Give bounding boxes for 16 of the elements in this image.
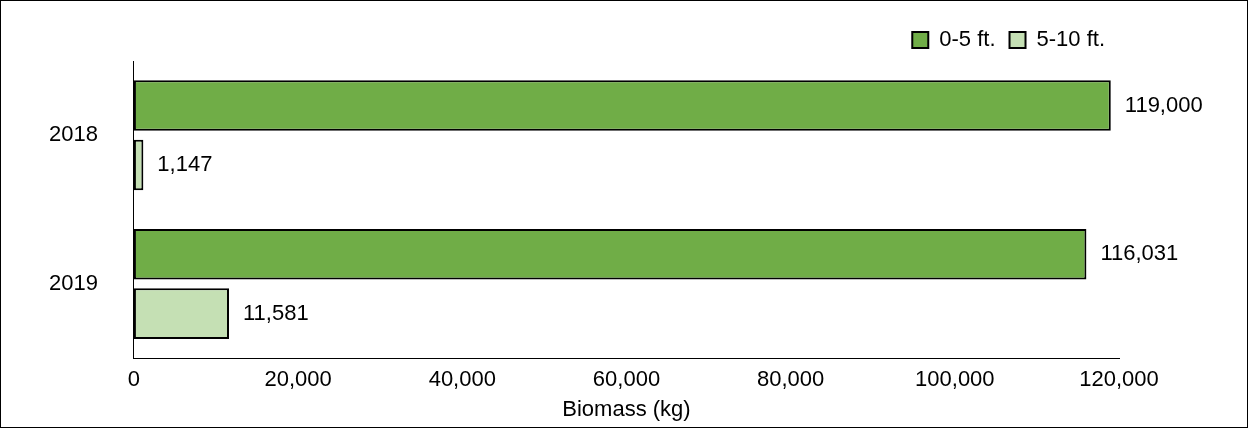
x-tick-label: 60,000: [592, 366, 661, 392]
y-tick-label: 2019: [48, 269, 98, 295]
x-tick-label: 80,000: [757, 366, 825, 392]
y-tick-label: 2018: [48, 121, 98, 147]
legend-label: 0-5 ft.: [939, 26, 996, 52]
x-tick-label: 20,000: [264, 366, 332, 392]
data-label: 1,147: [157, 151, 213, 177]
legend-label: 5-10 ft.: [1036, 26, 1105, 52]
data-label: 11,581: [243, 299, 309, 325]
x-tick-label: 120,000: [1079, 366, 1159, 392]
x-tick-label: 100,000: [915, 366, 995, 392]
data-label: 116,031: [1100, 240, 1179, 266]
data-label: 119,000: [1124, 91, 1203, 117]
x-axis-title: Biomass (kg): [562, 395, 691, 421]
x-tick-label: 40,000: [428, 366, 496, 392]
x-tick-label: 0: [127, 366, 141, 392]
